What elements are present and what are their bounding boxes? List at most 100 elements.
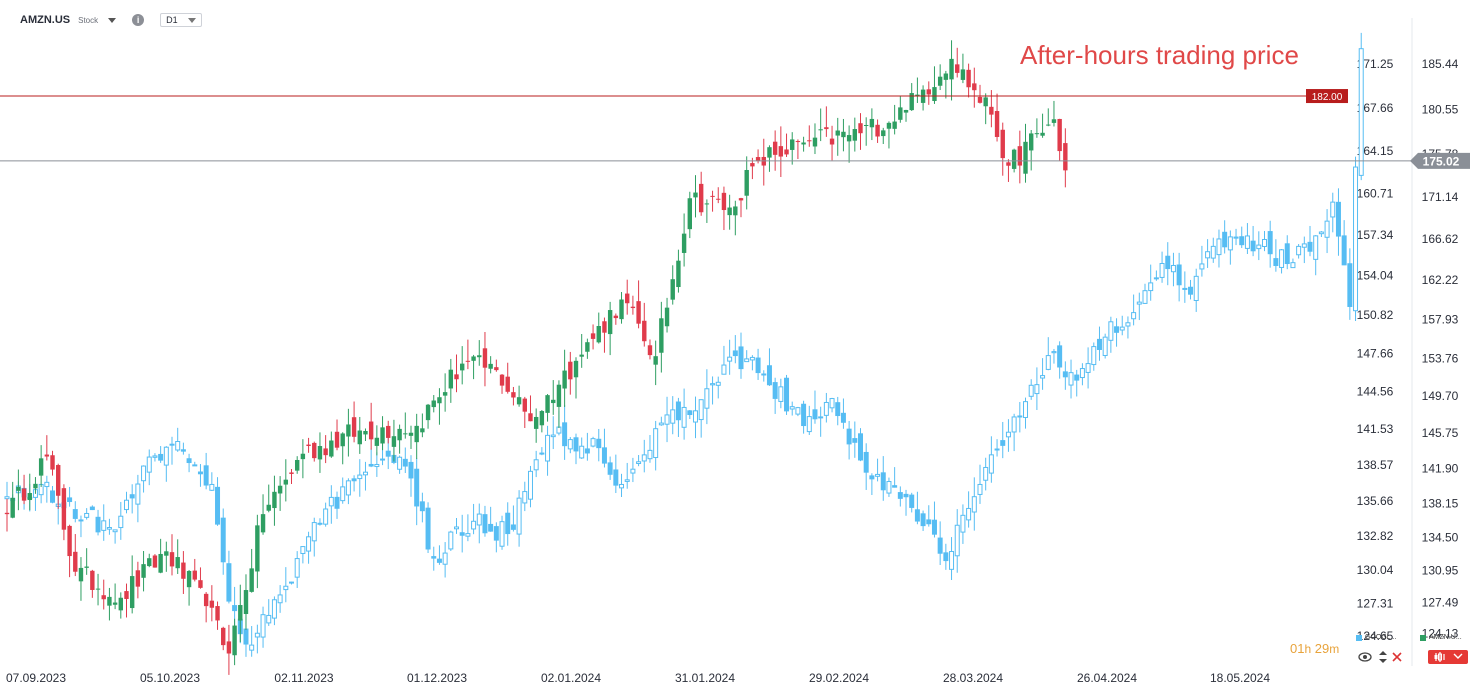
compare-candle-body: [863, 451, 869, 473]
compare-candle-body: [1096, 338, 1102, 350]
compare-candle-body: [186, 458, 192, 464]
remove-compare-button[interactable]: [1391, 650, 1403, 664]
compare-candle-body: [271, 599, 277, 619]
compare-candle-body: [812, 409, 818, 420]
candle-body: [454, 374, 459, 380]
candle-body: [363, 430, 368, 435]
candle-body: [875, 124, 880, 137]
candle-body: [852, 129, 858, 141]
candle-body: [1029, 133, 1034, 151]
candle-body: [243, 590, 249, 615]
compare-candle-body: [1256, 244, 1262, 250]
candle-body: [50, 455, 55, 470]
compare-candle-body: [1330, 201, 1336, 218]
right-axis-tick-label: 134.50: [1422, 530, 1459, 544]
x-axis-tick-label: 01.12.2023: [407, 671, 467, 685]
chevron-down-icon: [188, 17, 197, 23]
compare-candle-body: [977, 483, 983, 495]
compare-candle-body: [766, 365, 772, 386]
right-axis-tick-label: 141.90: [1422, 462, 1459, 476]
candle-body: [659, 318, 664, 353]
compare-candle-body: [698, 399, 704, 421]
candle-body: [767, 147, 772, 158]
indicator-settings-button[interactable]: [1428, 650, 1468, 664]
candle-body: [482, 348, 488, 368]
candle-body: [903, 109, 909, 113]
candle-body: [226, 641, 232, 654]
compare-candle-body: [692, 410, 698, 423]
compare-candle-body: [493, 526, 499, 541]
candle-body: [983, 97, 988, 107]
candle-body: [147, 558, 152, 567]
x-axis-tick-label: 07.09.2023: [6, 671, 66, 685]
symbol-dropdown-icon[interactable]: [108, 17, 117, 23]
compare-candle-body: [402, 458, 408, 467]
candle-body: [215, 606, 220, 621]
candle-body: [937, 76, 943, 86]
right-axis-tick-label: 124.13: [1422, 627, 1459, 641]
compare-candle-body: [926, 519, 932, 525]
candle-body: [494, 367, 499, 371]
left-axis-tick-label: 164.15: [1357, 144, 1394, 158]
candle-body: [306, 444, 311, 446]
info-icon[interactable]: i: [132, 14, 145, 26]
right-axis-tick-label: 149.70: [1422, 389, 1459, 403]
candle-body: [124, 591, 129, 599]
compare-candle-body: [704, 388, 710, 409]
visibility-toggle[interactable]: [1358, 650, 1372, 664]
compare-candle-body: [357, 474, 363, 480]
candle-body: [915, 94, 920, 96]
compare-candle-body: [243, 628, 249, 645]
compare-candle-body: [1290, 262, 1296, 269]
compare-candle-body: [1136, 301, 1142, 305]
candle-body: [681, 233, 687, 253]
candle-body: [960, 69, 966, 80]
candle-body: [602, 321, 607, 333]
candle-body: [56, 465, 61, 496]
legend-item-amzn[interactable]: AMZN.U...: [1420, 634, 1462, 641]
compare-candle-body: [920, 513, 926, 527]
candle-body: [175, 557, 180, 569]
left-axis-tick-label: 130.04: [1357, 563, 1394, 577]
compare-candle-body: [1119, 326, 1125, 331]
compare-candle-body: [294, 558, 300, 578]
compare-candle-body: [584, 448, 590, 454]
timer-minutes: 29: [1314, 641, 1330, 656]
candle-body: [186, 570, 192, 588]
candle-body: [380, 427, 385, 444]
compare-candle-body: [545, 434, 551, 462]
candle-body: [533, 416, 539, 429]
compare-candle-body: [613, 469, 619, 486]
timer-hours-unit: h: [1304, 642, 1312, 656]
compare-candle-body: [653, 428, 659, 459]
x-axis-tick-label: 29.02.2024: [809, 671, 869, 685]
candle-body: [95, 588, 101, 590]
legend-swatch-googl: [1356, 634, 1362, 641]
interval-select[interactable]: D1: [160, 13, 203, 27]
compare-candle-body: [1159, 263, 1165, 278]
compare-candle-body: [488, 523, 494, 532]
compare-candle-body: [1199, 263, 1205, 270]
candle-body: [465, 360, 471, 362]
compare-candle-body: [499, 521, 505, 547]
compare-candle-body: [983, 466, 989, 481]
candle-body: [949, 58, 954, 80]
compare-candle-body: [971, 496, 977, 513]
candle-body: [152, 555, 158, 568]
candle-body: [346, 424, 351, 437]
compare-candle-body: [567, 439, 573, 450]
candle-body: [750, 163, 755, 167]
candle-body: [477, 355, 482, 358]
reorder-control[interactable]: [1377, 650, 1389, 664]
compare-candle-body: [1170, 264, 1176, 273]
compare-candle-body: [1301, 243, 1307, 248]
interval-value: D1: [166, 15, 178, 25]
candle-body: [420, 428, 425, 433]
candle-body: [528, 413, 533, 422]
compare-candle-body: [1108, 321, 1114, 341]
candle-body: [4, 512, 10, 515]
legend-item-googl[interactable]: GOOGL...: [1356, 634, 1397, 641]
candle-body: [198, 580, 203, 588]
compare-candle-body: [715, 381, 721, 386]
